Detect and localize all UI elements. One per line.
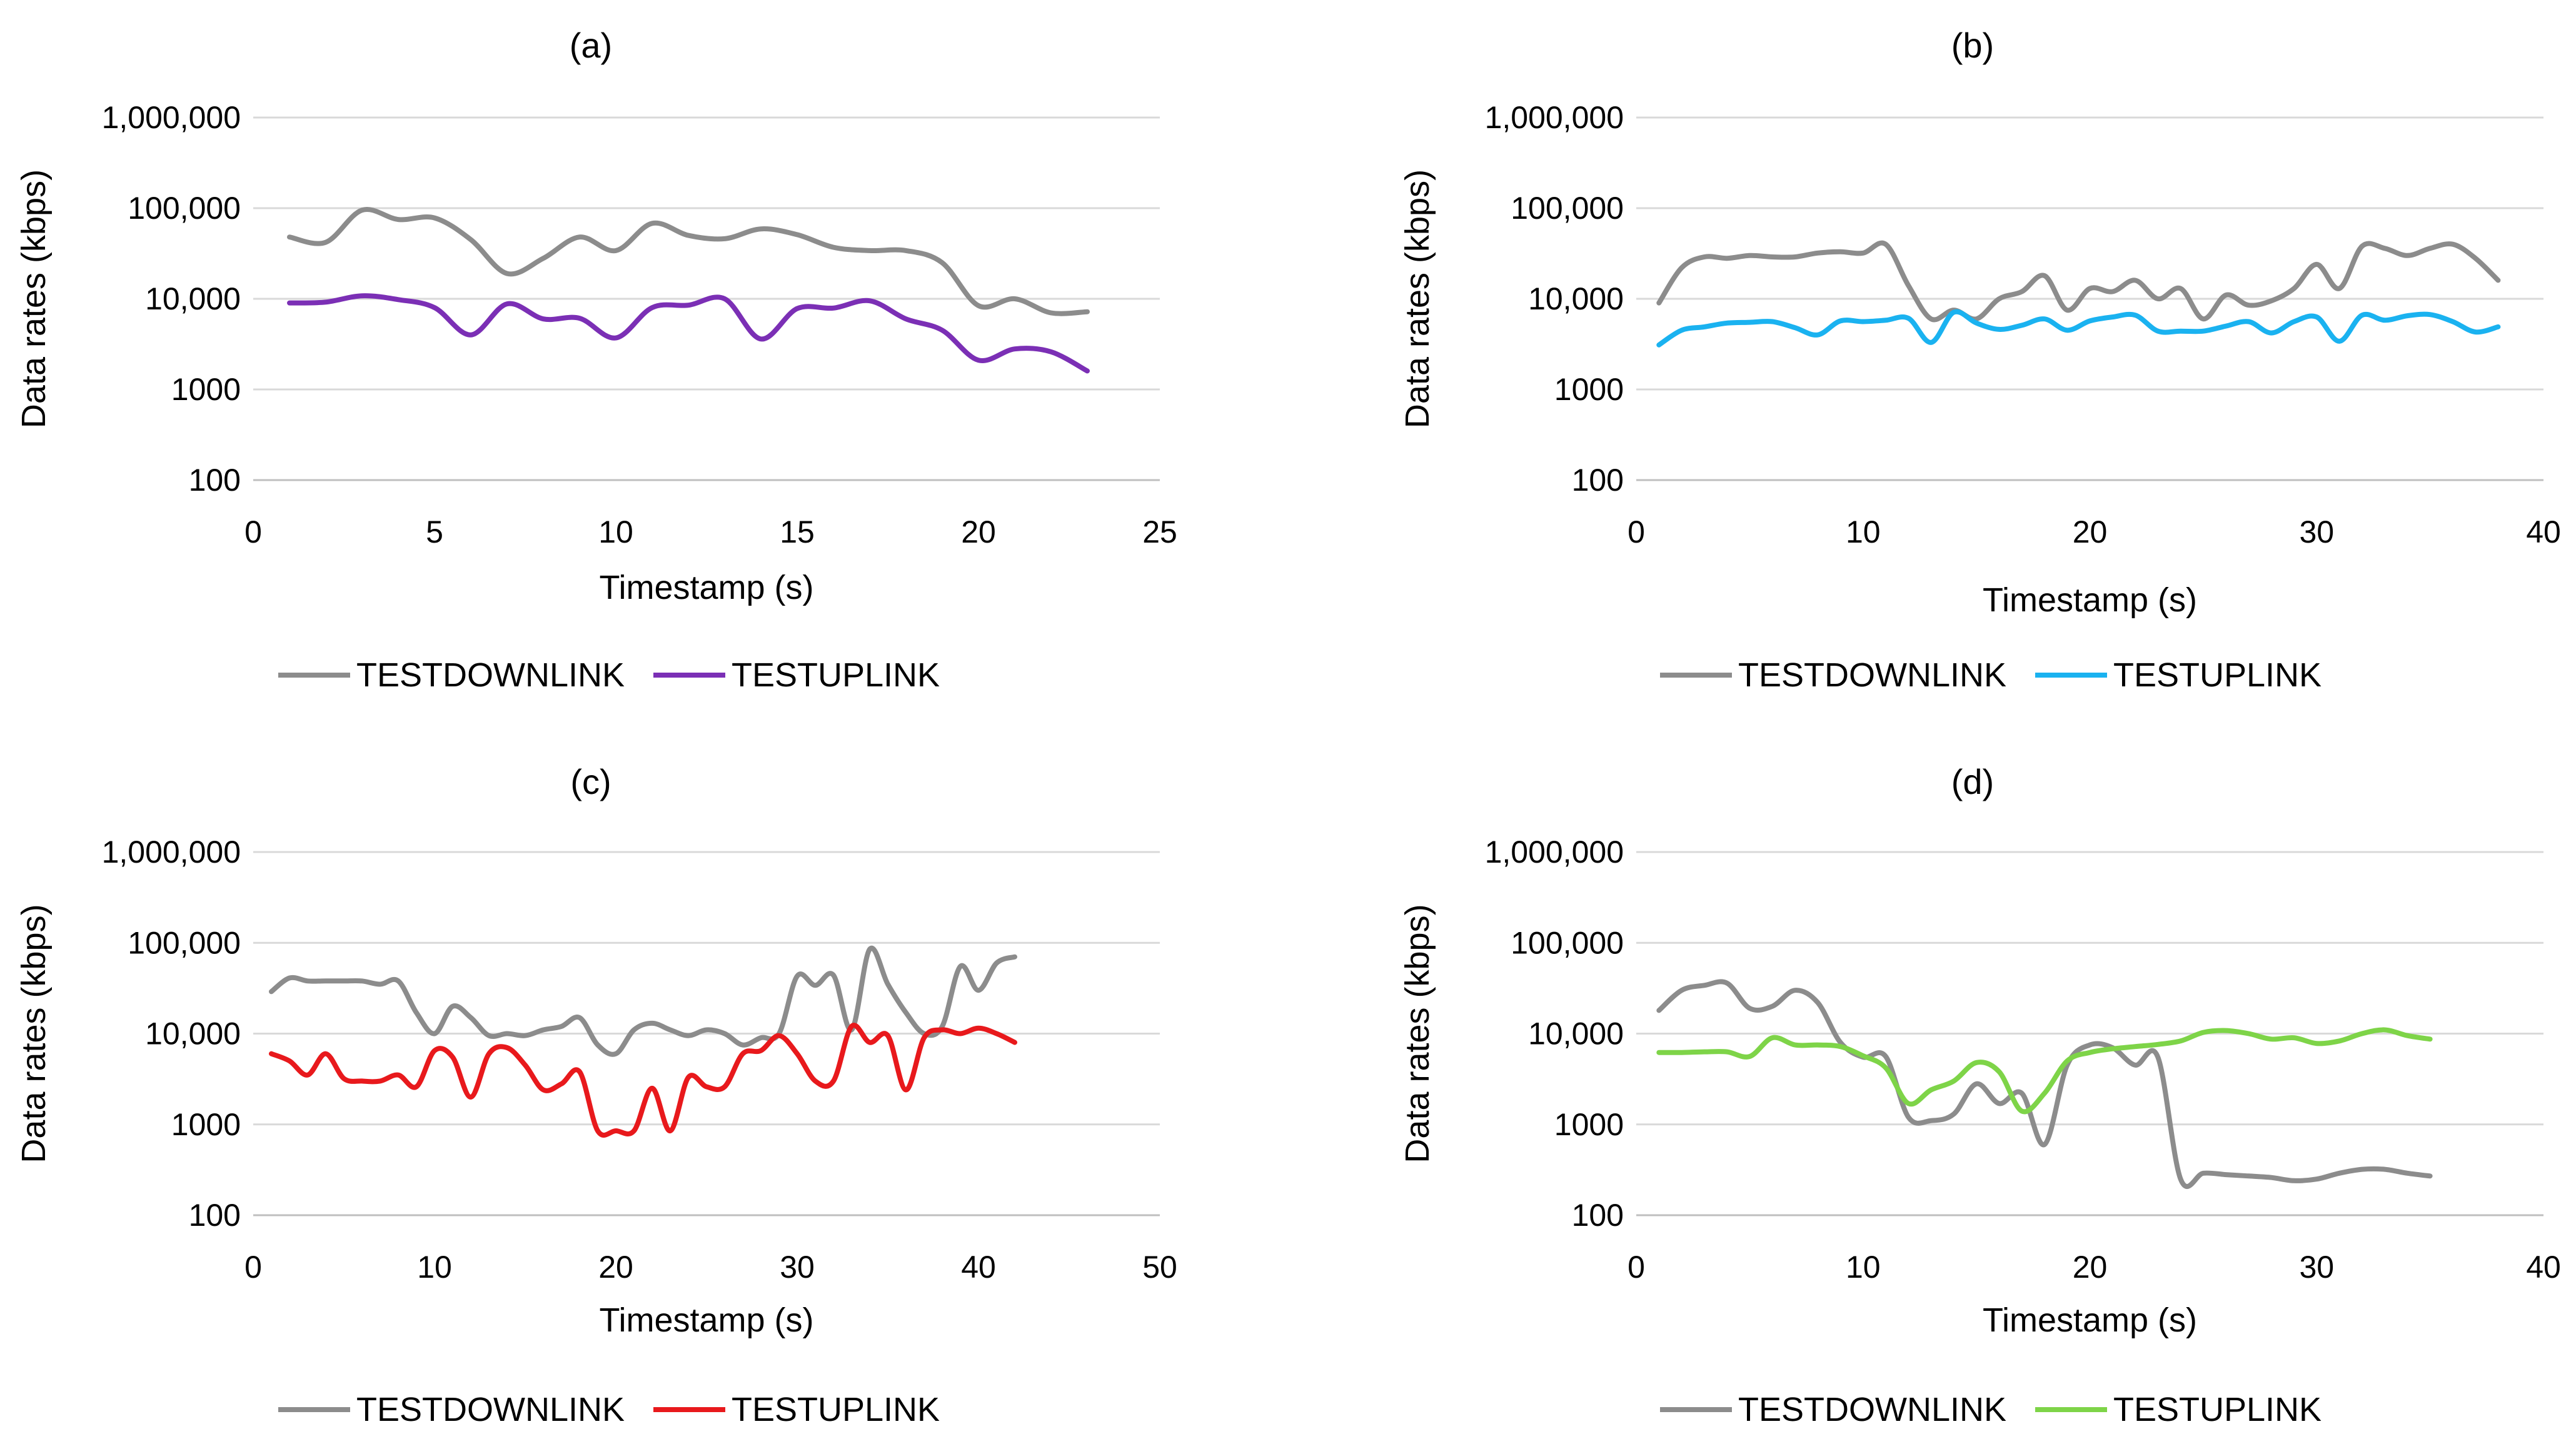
legend-label-testuplink: TESTUPLINK (2113, 1391, 2322, 1428)
x-axis-label: Timestamp (s) (1983, 581, 2197, 619)
y-tick-label: 10,000 (145, 281, 241, 316)
chart-a: (a) 100 1000 10,000 100,000 1,000,000 0 5 10 15 20… (15, 26, 1177, 694)
legend-label-testdownlink: TESTDOWNLINK (1738, 1391, 2006, 1428)
x-tick-label: 30 (2299, 514, 2334, 549)
x-tick-label: 25 (1142, 514, 1177, 549)
y-tick-label: 1000 (171, 1107, 241, 1142)
x-tick-label: 20 (598, 1250, 633, 1285)
series-line-testdownlink (287, 207, 1090, 316)
x-tick-label: 20 (961, 514, 996, 549)
x-tick-label: 0 (244, 514, 262, 549)
y-tick-label: 100 (189, 463, 241, 498)
legend-label-testdownlink: TESTDOWNLINK (1738, 656, 2006, 694)
y-tick-label: 100 (189, 1198, 241, 1233)
series-line-testuplink (1656, 309, 2501, 348)
x-tick-label: 30 (780, 1250, 815, 1285)
series-line-testdownlink (1656, 979, 2433, 1189)
series-line-testuplink (269, 1023, 1017, 1138)
x-tick-label: 50 (1142, 1250, 1177, 1285)
x-tick-label: 0 (244, 1250, 262, 1285)
x-tick-label: 5 (426, 514, 443, 549)
x-tick-label: 40 (2526, 514, 2561, 549)
x-tick-label: 0 (1628, 514, 1645, 549)
x-axis-label: Timestamp (s) (599, 1301, 813, 1339)
x-tick-label: 20 (2073, 1250, 2108, 1285)
chart-title: (b) (1951, 26, 1994, 65)
chart-d: (d) 100 1000 10,000 100,000 1,000,000 0 10 20 30 4… (1399, 762, 2561, 1428)
x-tick-label: 40 (2526, 1250, 2561, 1285)
chart-b: (b) 100 1000 10,000 100,000 1,000,000 0 10 20 30 4… (1399, 26, 2561, 694)
chart-c: (c) 100 1000 10,000 100,000 1,000,000 0 10 20 30 4… (15, 762, 1177, 1428)
y-axis-label: Data rates (kbps) (1399, 904, 1436, 1163)
series-line-testuplink (1656, 1027, 2433, 1115)
y-tick-label: 100,000 (1511, 191, 1624, 226)
y-tick-label: 1000 (1554, 1107, 1624, 1142)
y-axis-label: Data rates (kbps) (1399, 169, 1436, 428)
y-tick-label: 100 (1572, 1198, 1624, 1233)
x-tick-label: 10 (1846, 514, 1881, 549)
legend-label-testuplink: TESTUPLINK (732, 656, 940, 694)
x-axis-label: Timestamp (s) (1983, 1301, 2197, 1339)
chart-title: (a) (570, 26, 612, 65)
x-tick-label: 10 (417, 1250, 452, 1285)
legend-label-testuplink: TESTUPLINK (732, 1391, 940, 1428)
y-tick-label: 100,000 (128, 191, 241, 226)
y-tick-label: 1,000,000 (1485, 100, 1624, 135)
y-tick-label: 1,000,000 (102, 835, 241, 870)
chart-title: (c) (570, 762, 611, 801)
chart-title: (d) (1951, 762, 1994, 801)
x-tick-label: 40 (961, 1250, 996, 1285)
x-axis-label: Timestamp (s) (599, 569, 813, 606)
y-tick-label: 10,000 (1528, 281, 1624, 316)
y-tick-label: 100,000 (128, 925, 241, 960)
y-tick-label: 1,000,000 (102, 100, 241, 135)
y-axis-label: Data rates (kbps) (15, 169, 53, 428)
y-axis-label: Data rates (kbps) (15, 904, 53, 1163)
legend-label-testdownlink: TESTDOWNLINK (356, 1391, 625, 1428)
legend-label-testuplink: TESTUPLINK (2113, 656, 2322, 694)
y-tick-label: 100 (1572, 463, 1624, 498)
y-tick-label: 1000 (1554, 372, 1624, 407)
x-tick-label: 15 (780, 514, 815, 549)
y-tick-label: 1000 (171, 372, 241, 407)
series-line-testdownlink (1656, 240, 2501, 323)
x-tick-label: 30 (2299, 1250, 2334, 1285)
y-tick-label: 100,000 (1511, 925, 1624, 960)
x-tick-label: 0 (1628, 1250, 1645, 1285)
y-tick-label: 1,000,000 (1485, 835, 1624, 870)
series-line-testuplink (287, 293, 1090, 374)
y-tick-label: 10,000 (1528, 1016, 1624, 1051)
series-line-testdownlink (269, 945, 1017, 1057)
y-tick-label: 10,000 (145, 1016, 241, 1051)
x-tick-label: 10 (598, 514, 633, 549)
x-tick-label: 10 (1846, 1250, 1881, 1285)
legend-label-testdownlink: TESTDOWNLINK (356, 656, 625, 694)
x-tick-label: 20 (2073, 514, 2108, 549)
